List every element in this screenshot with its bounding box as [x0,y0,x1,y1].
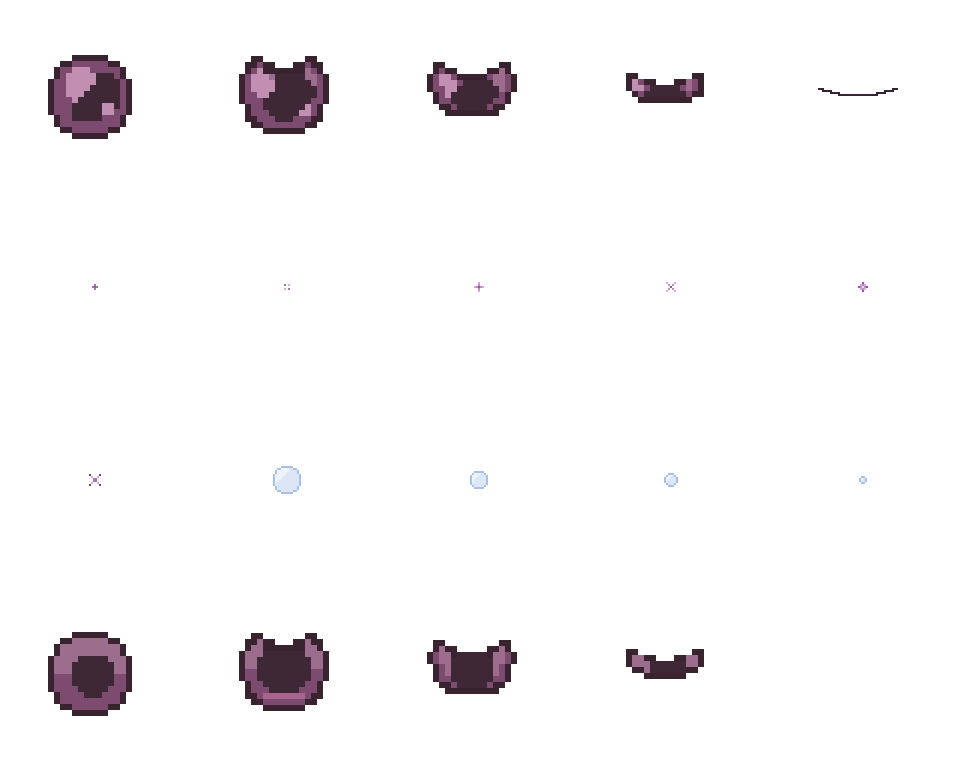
sparkle-x-dots [284,284,290,290]
sparkle-plus-small [92,284,98,290]
bubble-large [273,466,301,494]
eye-open-frame-1 [48,55,132,139]
sparkle-x-large [666,282,676,292]
sparkle-star [858,282,868,292]
eye-squint-frame-3 [427,62,517,116]
sparkle-x-fading [89,474,101,486]
pupil-eye-open-frame-1 [48,632,132,716]
bubble-tiny [859,476,867,484]
bubble-medium [470,471,488,489]
eye-closed-line-frame-5 [818,88,898,96]
pupil-eye-nearly-closed-frame-4 [620,649,710,679]
bubble-small [664,473,678,487]
pupil-eye-half-closed-frame-2 [239,633,329,711]
sparkle-plus-large [474,282,484,292]
eye-nearly-closed-frame-4 [620,73,710,103]
eye-half-closed-frame-2 [239,56,329,134]
pupil-eye-squint-frame-3 [427,640,517,694]
